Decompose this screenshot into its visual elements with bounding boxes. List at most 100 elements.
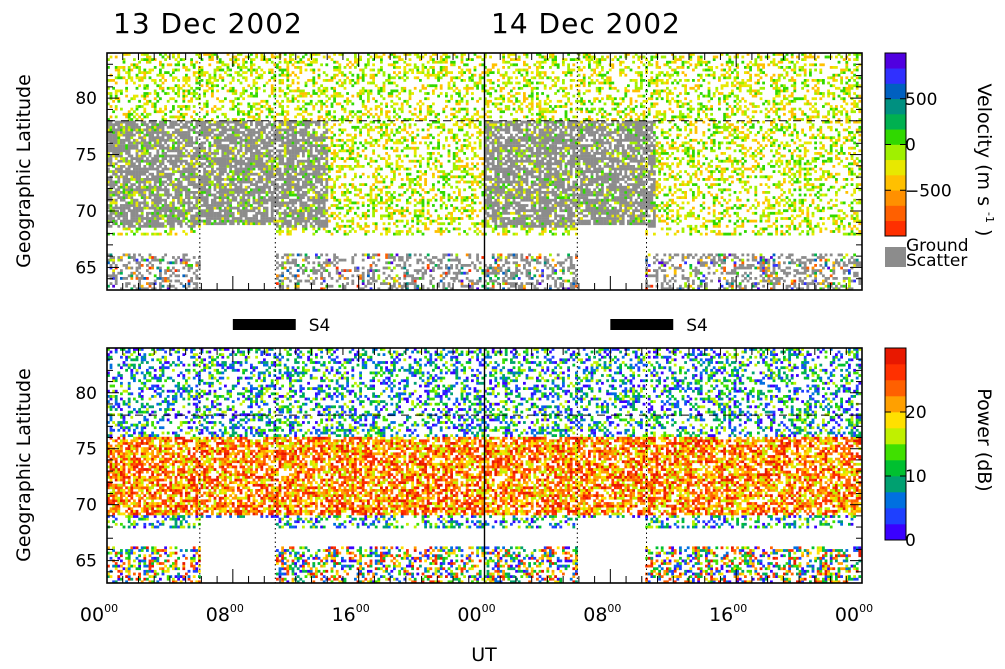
heatmap-cell — [143, 53, 147, 56]
heatmap-cell — [307, 112, 310, 116]
heatmap-cell — [299, 193, 303, 197]
heatmap-cell — [419, 162, 422, 166]
heatmap-cell — [205, 219, 209, 223]
heatmap-cell — [164, 206, 167, 210]
heatmap-cell — [109, 154, 113, 158]
heatmap-cell — [146, 264, 149, 267]
heatmap-cell — [286, 133, 290, 137]
heatmap-cell — [302, 131, 305, 134]
heatmap-cell — [185, 138, 188, 142]
heatmap-cell — [250, 53, 253, 56]
heatmap-cell — [190, 123, 193, 127]
heatmap-cell — [143, 188, 147, 192]
heatmap-cell — [169, 222, 173, 226]
heatmap-cell — [364, 141, 368, 145]
heatmap-cell — [294, 157, 297, 160]
heatmap-cell — [138, 128, 141, 132]
heatmap-cell — [146, 94, 149, 98]
heatmap-cell — [221, 159, 225, 163]
heatmap-cell — [179, 193, 183, 197]
heatmap-cell — [317, 86, 321, 90]
heatmap-cell — [322, 149, 326, 153]
heatmap-cell — [231, 76, 235, 80]
heatmap-cell — [377, 253, 381, 257]
heatmap-cell — [416, 201, 420, 205]
heatmap-cell — [276, 219, 279, 223]
heatmap-cell — [361, 105, 365, 108]
heatmap-cell — [346, 277, 349, 280]
heatmap-cell — [216, 120, 219, 124]
heatmap-cell — [140, 58, 144, 61]
heatmap-cell — [224, 115, 227, 119]
heatmap-cell — [315, 81, 318, 85]
heatmap-cell — [213, 159, 217, 163]
heatmap-cell — [159, 183, 162, 186]
heatmap-cell — [135, 131, 139, 134]
heatmap-cell — [403, 71, 407, 74]
heatmap-cell — [192, 196, 196, 199]
heatmap-cell — [387, 73, 391, 77]
heatmap-cell — [140, 188, 144, 192]
heatmap-cell — [122, 138, 126, 142]
heatmap-cell — [393, 191, 396, 194]
heatmap-cell — [190, 170, 193, 173]
heatmap-cell — [114, 149, 118, 153]
heatmap-cell — [127, 120, 131, 124]
heatmap-cell — [307, 125, 310, 129]
heatmap-cell — [203, 214, 206, 218]
heatmap-cell — [286, 219, 290, 223]
heatmap-cell — [250, 105, 253, 108]
heatmap-cell — [286, 269, 290, 272]
heatmap-cell — [161, 73, 165, 77]
heatmap-cell — [153, 120, 157, 124]
heatmap-cell — [263, 211, 266, 215]
heatmap-cell — [247, 133, 251, 137]
heatmap-cell — [117, 120, 121, 124]
heatmap-cell — [369, 92, 373, 95]
heatmap-cell — [299, 222, 303, 226]
heatmap-cell — [247, 68, 251, 72]
heatmap-cell — [221, 131, 225, 134]
heatmap-cell — [190, 157, 193, 160]
heatmap-cell — [182, 131, 186, 134]
heatmap-cell — [343, 185, 347, 189]
heatmap-cell — [354, 66, 357, 69]
heatmap-cell — [205, 191, 209, 194]
heatmap-cell — [122, 188, 126, 192]
heatmap-cell — [109, 146, 113, 150]
heatmap-cell — [257, 138, 261, 142]
heatmap-cell — [148, 284, 152, 288]
heatmap-cell — [130, 63, 134, 67]
heatmap-cell — [419, 110, 422, 114]
heatmap-cell — [179, 133, 183, 137]
heatmap-cell — [406, 154, 409, 158]
heatmap-cell — [127, 180, 131, 184]
heatmap-cell — [278, 102, 282, 106]
heatmap-cell — [107, 214, 110, 218]
heatmap-cell — [140, 167, 144, 171]
heatmap-cell — [234, 144, 238, 147]
heatmap-cell — [416, 183, 420, 186]
heatmap-cell — [211, 170, 214, 173]
heatmap-cell — [146, 277, 149, 280]
heatmap-cell — [413, 214, 417, 218]
heatmap-cell — [289, 125, 292, 129]
heatmap-cell — [268, 217, 271, 220]
heatmap-cell — [348, 157, 352, 160]
heatmap-cell — [257, 222, 261, 226]
heatmap-cell — [143, 97, 147, 101]
heatmap-cell — [419, 193, 422, 197]
heatmap-cell — [138, 188, 141, 192]
heatmap-cell — [328, 185, 331, 189]
heatmap-cell — [364, 138, 368, 142]
heatmap-cell — [125, 264, 128, 267]
heatmap-cell — [187, 128, 191, 132]
heatmap-cell — [385, 102, 388, 106]
heatmap-cell — [122, 58, 126, 61]
heatmap-cell — [304, 209, 308, 213]
heatmap-cell — [117, 196, 121, 199]
heatmap-cell — [216, 66, 219, 69]
heatmap-cell — [120, 219, 123, 223]
heatmap-cell — [341, 131, 344, 134]
heatmap-cell — [127, 253, 131, 257]
